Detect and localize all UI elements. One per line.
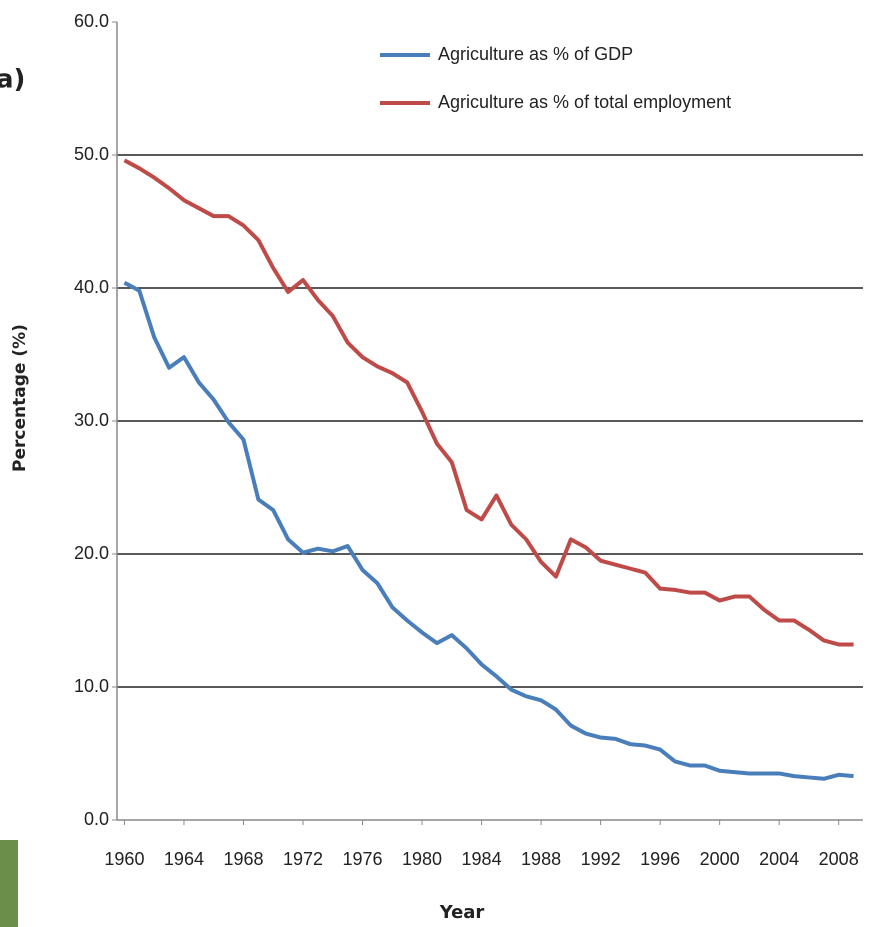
y-tick-label: 20.0 bbox=[74, 543, 109, 563]
x-tick-label: 1988 bbox=[521, 849, 561, 869]
y-tick-label: 10.0 bbox=[74, 676, 109, 696]
chart: a) Percentage (%) Year 0.0 10.0 20.0 30.0 40… bbox=[0, 0, 873, 927]
x-axis-label: Year bbox=[439, 902, 485, 923]
x-tick-label: 1996 bbox=[640, 849, 680, 869]
x-tick-label: 1984 bbox=[462, 849, 502, 869]
y-tick-label: 0.0 bbox=[84, 809, 109, 829]
photo-fragment bbox=[0, 840, 18, 927]
legend-label: Agriculture as % of GDP bbox=[438, 44, 633, 64]
x-tick-label: 1976 bbox=[342, 849, 382, 869]
x-tick-label: 2008 bbox=[819, 849, 859, 869]
y-axis-label: Percentage (%) bbox=[10, 324, 30, 472]
y-tick-label: 40.0 bbox=[74, 277, 109, 297]
x-tick-label: 1972 bbox=[283, 849, 323, 869]
x-tick-label: 1992 bbox=[581, 849, 621, 869]
series-line bbox=[124, 283, 853, 779]
y-tick-label: 50.0 bbox=[74, 144, 109, 164]
y-tick-label: 30.0 bbox=[74, 410, 109, 430]
x-tick-label: 1960 bbox=[104, 849, 144, 869]
legend-label: Agriculture as % of total employment bbox=[438, 92, 731, 112]
x-tick-label: 2004 bbox=[759, 849, 799, 869]
x-tick-label: 1980 bbox=[402, 849, 442, 869]
panel-label: a) bbox=[0, 65, 25, 95]
x-tick-label: 1968 bbox=[223, 849, 263, 869]
y-tick-label: 60.0 bbox=[74, 11, 109, 31]
x-tick-label: 2000 bbox=[700, 849, 740, 869]
x-tick-label: 1964 bbox=[164, 849, 204, 869]
series-line bbox=[124, 160, 853, 644]
